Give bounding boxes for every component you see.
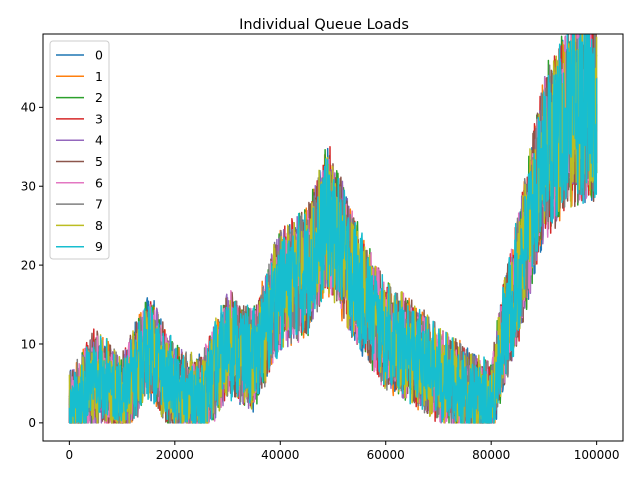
legend-label-9: 9 <box>95 239 103 254</box>
chart-title: Individual Queue Loads <box>239 17 409 33</box>
x-tick-label: 100000 <box>574 448 620 462</box>
x-tick-label: 0 <box>66 448 74 462</box>
legend-label-4: 4 <box>95 133 103 148</box>
series-layer <box>68 34 598 424</box>
y-tick-label: 20 <box>21 258 36 272</box>
y-tick-label: 0 <box>28 416 36 430</box>
x-tick-label: 20000 <box>156 448 194 462</box>
legend-label-6: 6 <box>95 175 103 190</box>
legend-label-1: 1 <box>95 69 103 84</box>
legend-label-0: 0 <box>95 48 103 63</box>
y-tick-label: 30 <box>21 180 36 194</box>
y-axis: 0 10 20 30 40 <box>21 101 43 430</box>
plot-frame <box>42 33 624 442</box>
x-tick-label: 80000 <box>472 448 510 462</box>
legend-label-7: 7 <box>95 197 103 212</box>
x-tick-label: 60000 <box>367 448 405 462</box>
legend-label-8: 8 <box>95 218 103 233</box>
legend: 0 1 2 3 4 5 6 7 8 9 <box>49 40 110 260</box>
y-tick-label: 40 <box>21 101 36 115</box>
series-line-9 <box>68 34 598 424</box>
x-axis: 0 20000 40000 60000 80000 100000 <box>66 441 620 462</box>
x-tick-label: 40000 <box>261 448 299 462</box>
y-tick-label: 10 <box>21 337 36 351</box>
legend-label-5: 5 <box>95 154 103 169</box>
legend-label-3: 3 <box>95 111 103 126</box>
legend-label-2: 2 <box>95 90 103 105</box>
